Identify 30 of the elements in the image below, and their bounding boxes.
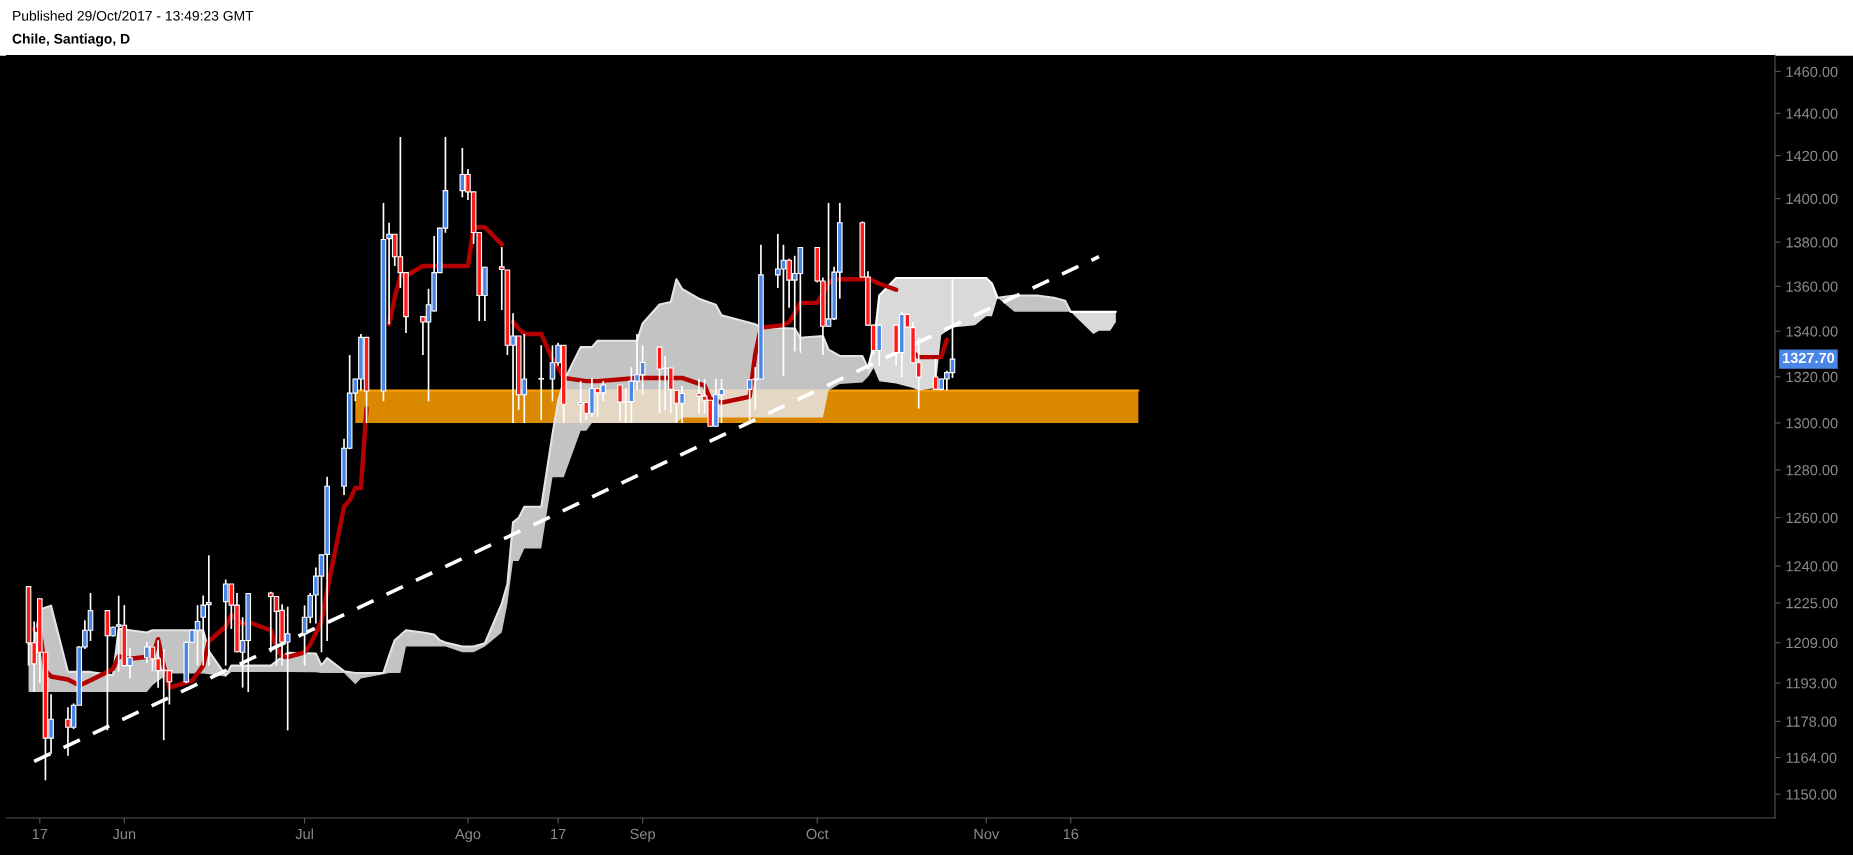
y-tick-label: 1300.00 — [1786, 418, 1838, 429]
x-tick-label: 17 — [551, 828, 566, 839]
y-tick-label: 1400.00 — [1786, 193, 1838, 205]
y-tick-label: 1193.00 — [1786, 678, 1837, 689]
y-tick-label: 1209.00 — [1786, 637, 1838, 649]
x-tick-label: Nov — [974, 828, 1000, 840]
y-tick-label: 1178.00 — [1786, 716, 1837, 727]
x-tick-label: 17 — [32, 828, 48, 839]
x-tick-label: Ago — [455, 828, 481, 843]
y-tick-label: 1240.00 — [1786, 561, 1838, 572]
text: 1327.70 — [1782, 352, 1835, 364]
text: Published 29/Oct/2017 - 13:49:23 GMT — [13, 10, 254, 21]
x-tick-label: 16 — [1063, 828, 1079, 840]
x-tick-label: Jul — [295, 828, 313, 840]
chart-title: Chile, Santiago, D — [12, 33, 130, 47]
y-tick-label: 1280.00 — [1786, 465, 1838, 476]
y-tick-label: 1260.00 — [1786, 512, 1838, 524]
y-tick-label: 1225.00 — [1786, 598, 1838, 609]
y-tick-label: 1420.00 — [1786, 150, 1838, 162]
y-tick-label: 1440.00 — [1786, 108, 1838, 119]
y-tick-label: 1340.00 — [1786, 326, 1838, 337]
y-tick-label: 1460.00 — [1786, 66, 1838, 77]
x-tick-label: Oct — [806, 828, 829, 840]
x-tick-label: Jun — [112, 828, 136, 840]
y-tick-label: 1380.00 — [1786, 237, 1838, 248]
x-tick-label: Sep — [630, 828, 655, 843]
y-tick-label: 1150.00 — [1786, 789, 1837, 800]
y-tick-label: 1360.00 — [1786, 281, 1838, 292]
y-tick-label: 1320.00 — [1786, 371, 1838, 383]
y-tick-label: 1164.00 — [1786, 752, 1837, 763]
